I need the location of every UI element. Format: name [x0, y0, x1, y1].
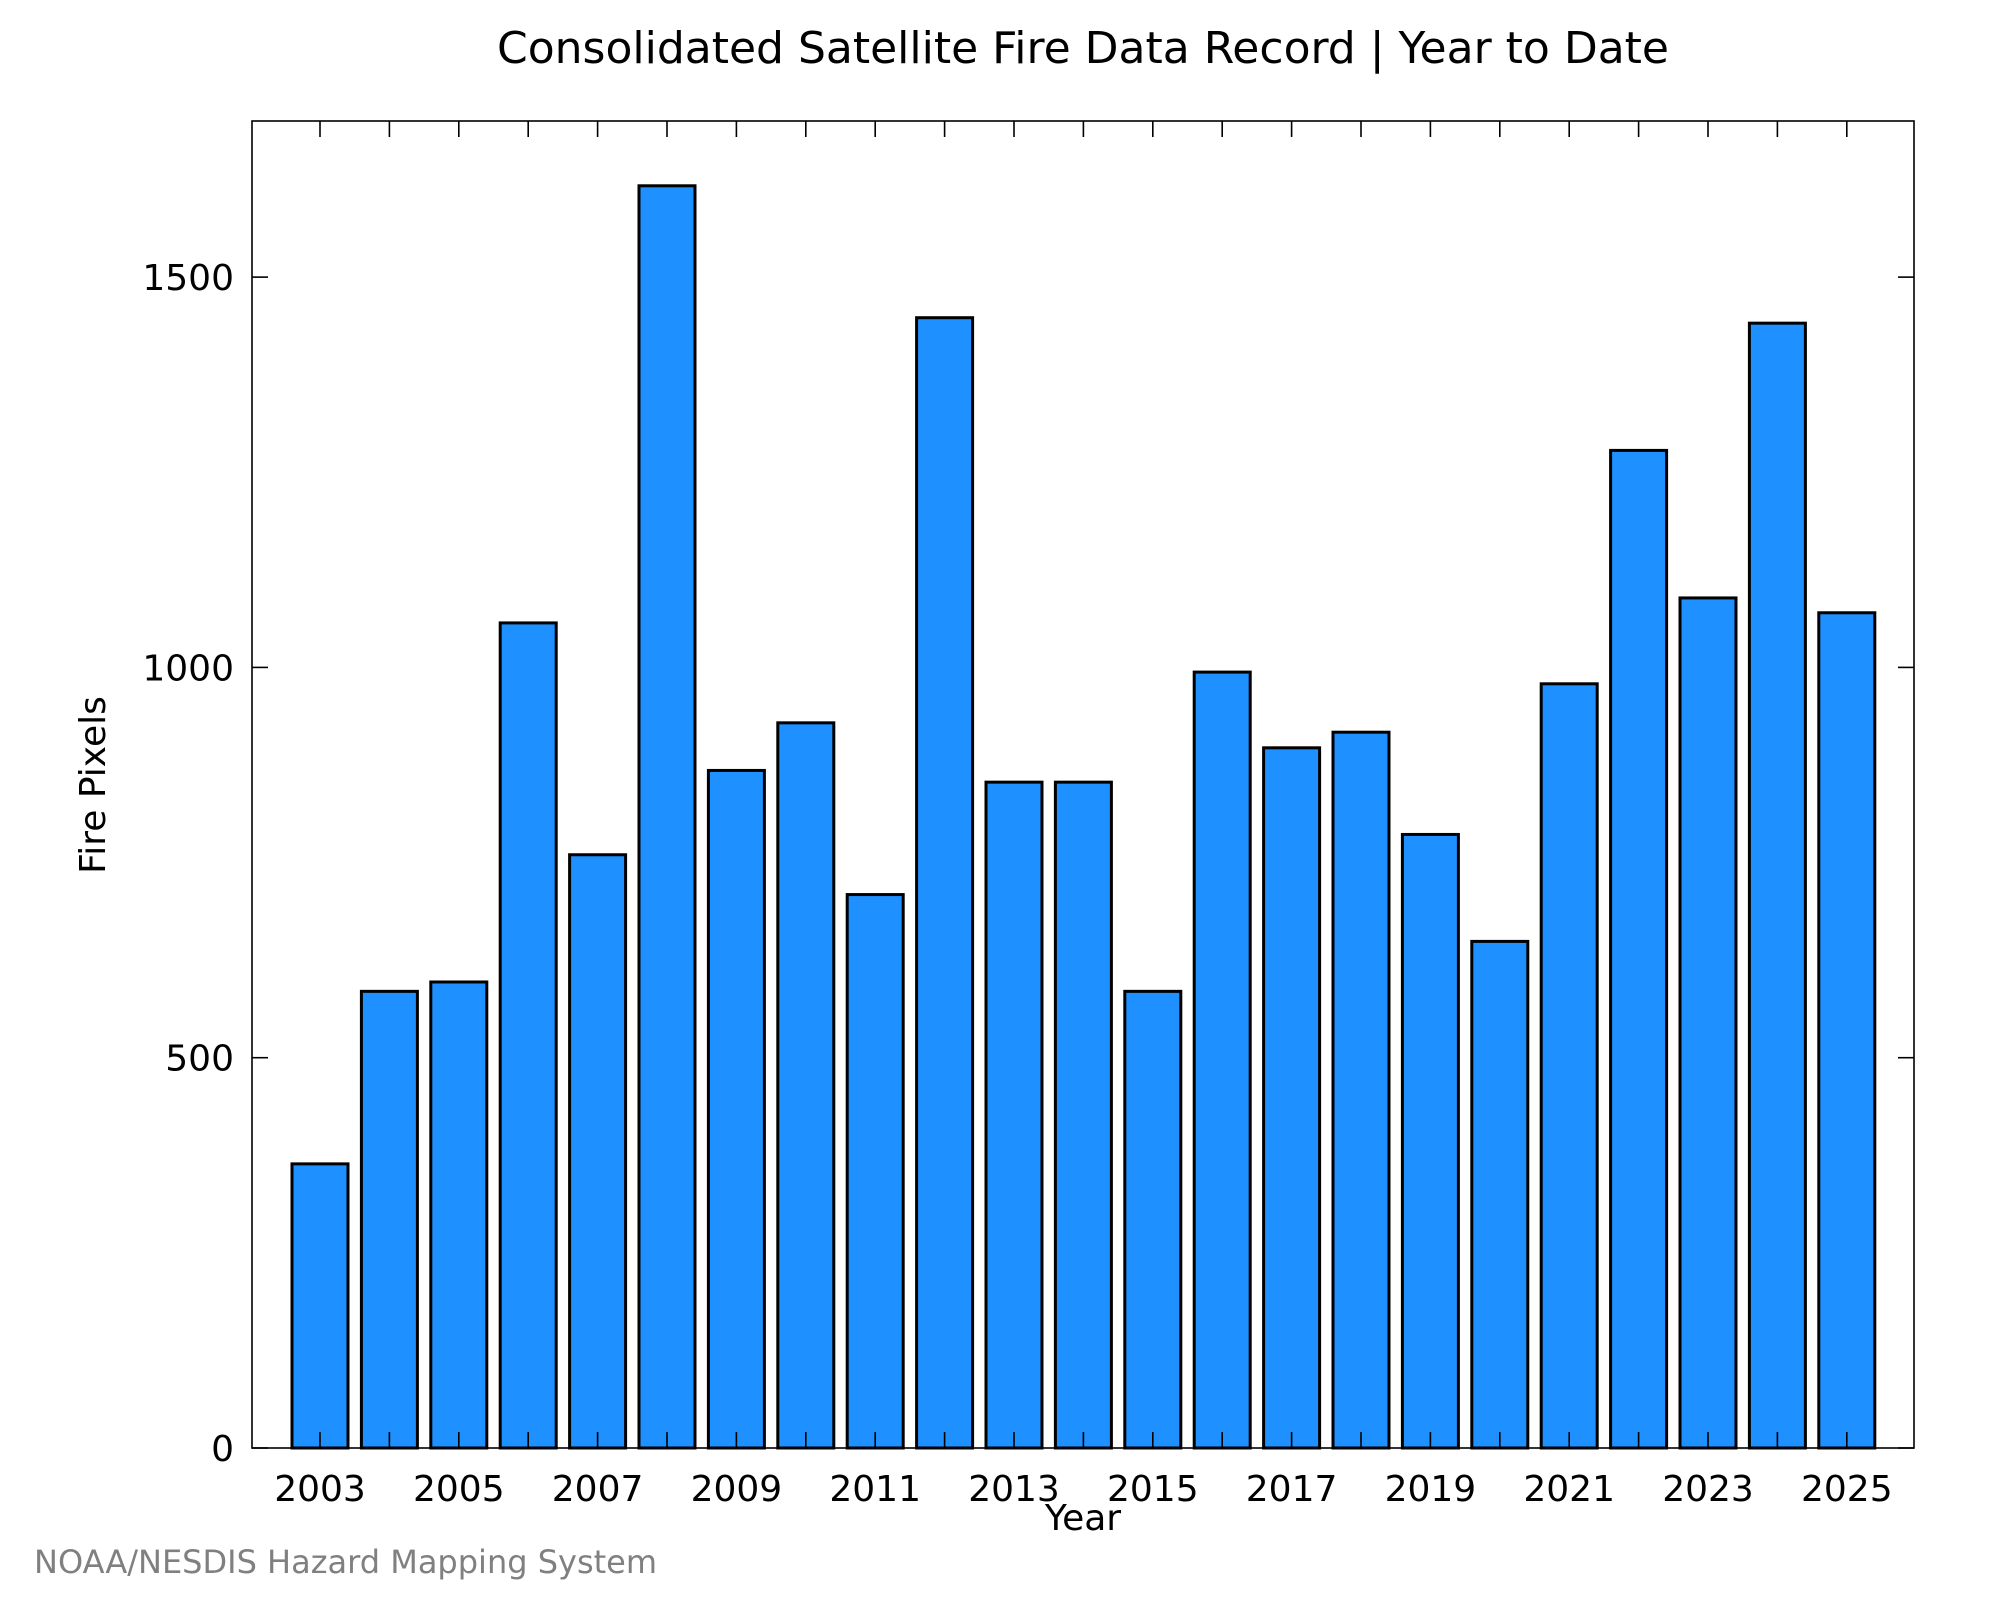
bar-2016: [1192, 670, 1252, 1450]
x-tick-label-2023: 2023: [1662, 1469, 1754, 1510]
bar-2018: [1331, 730, 1391, 1450]
plot-frame: [251, 120, 1915, 1449]
y-tick-label-1000: 1000: [142, 648, 234, 689]
bar-2014: [1053, 780, 1113, 1450]
credit-text: NOAA/NESDIS Hazard Mapping System: [34, 1543, 657, 1581]
bar-2015: [1123, 989, 1183, 1450]
bar-2003: [290, 1162, 350, 1450]
bar-2010: [776, 721, 836, 1450]
bars-layer: [290, 184, 1877, 1450]
bar-2004: [359, 989, 419, 1450]
ticks-layer: 2003 2005 2007 2009 2011 2013 2015 2017 2019 2021…: [142, 121, 1914, 1510]
x-tick-label-2021: 2021: [1523, 1469, 1615, 1510]
bar-2013: [984, 780, 1044, 1450]
bar-2021: [1539, 682, 1599, 1450]
x-tick-label-2009: 2009: [691, 1469, 783, 1510]
x-tick-label-2025: 2025: [1801, 1469, 1893, 1510]
chart-title: Consolidated Satellite Fire Data Record …: [497, 23, 1669, 74]
bar-2025: [1817, 611, 1877, 1450]
bar-2012: [915, 316, 975, 1450]
x-axis-label: Year: [1044, 1498, 1121, 1539]
bar-2019: [1400, 832, 1460, 1450]
bar-2006: [498, 621, 558, 1450]
bar-2008: [637, 184, 697, 1450]
x-tick-label-2005: 2005: [413, 1469, 505, 1510]
bar-2007: [568, 853, 628, 1450]
y-tick-label-500: 500: [165, 1039, 234, 1080]
x-tick-label-2003: 2003: [274, 1469, 366, 1510]
y-axis-label: Fire Pixels: [73, 696, 114, 874]
x-tick-label-2017: 2017: [1246, 1469, 1338, 1510]
bar-2011: [845, 893, 905, 1450]
bar-2024: [1747, 321, 1807, 1450]
bar-2020: [1470, 939, 1530, 1450]
bar-2023: [1678, 596, 1738, 1450]
bar-2009: [706, 768, 766, 1450]
x-tick-label-2019: 2019: [1385, 1469, 1477, 1510]
x-tick-label-2015: 2015: [1107, 1469, 1199, 1510]
bar-2005: [429, 980, 489, 1450]
bar-2017: [1262, 746, 1322, 1450]
bar-2022: [1609, 448, 1669, 1450]
x-tick-label-2007: 2007: [552, 1469, 644, 1510]
x-tick-label-2011: 2011: [829, 1469, 921, 1510]
y-tick-label-1500: 1500: [142, 258, 234, 299]
y-tick-label-0: 0: [211, 1429, 234, 1470]
x-tick-label-2013: 2013: [968, 1469, 1060, 1510]
